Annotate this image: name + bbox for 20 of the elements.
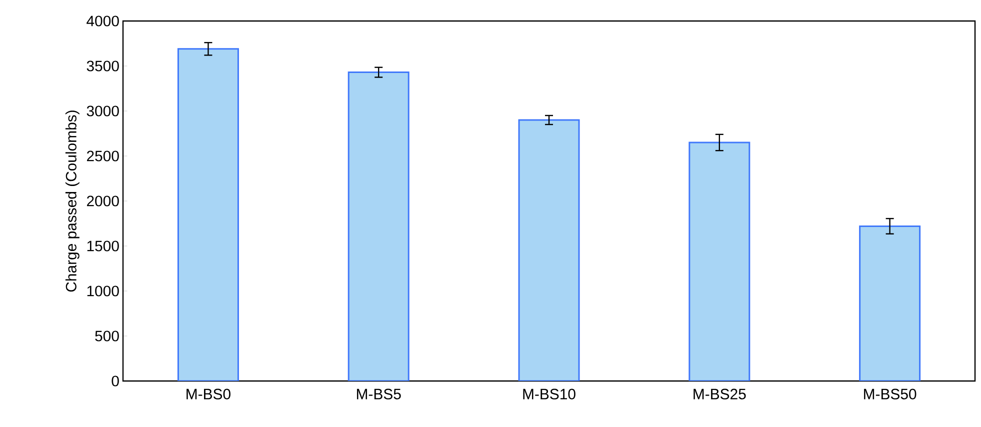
- x-tick-label: M-BS10: [523, 388, 576, 400]
- bar: [518, 119, 580, 381]
- bar: [177, 48, 239, 381]
- bar: [688, 142, 750, 381]
- y-tick-label: 2500: [86, 150, 119, 162]
- y-tick-label: 2000: [86, 196, 119, 206]
- x-tick-label: M-BS0: [186, 388, 230, 400]
- y-tick-label: 0: [112, 376, 119, 386]
- x-tick-label: M-BS5: [356, 388, 401, 400]
- bar: [859, 225, 921, 381]
- bar: [348, 72, 410, 381]
- y-axis-title: Charge passed (Coulombs): [65, 110, 80, 292]
- y-tick-label: 4000: [86, 16, 119, 26]
- y-tick-label: 3500: [86, 60, 119, 72]
- y-tick-label: 1000: [87, 286, 119, 296]
- y-tick-label: 3000: [86, 106, 119, 116]
- x-tick-label: M-BS50: [864, 388, 916, 400]
- x-tick-label: M-BS25: [694, 388, 746, 400]
- y-tick-label: 500: [95, 330, 119, 342]
- y-tick-label: 1500: [87, 240, 119, 252]
